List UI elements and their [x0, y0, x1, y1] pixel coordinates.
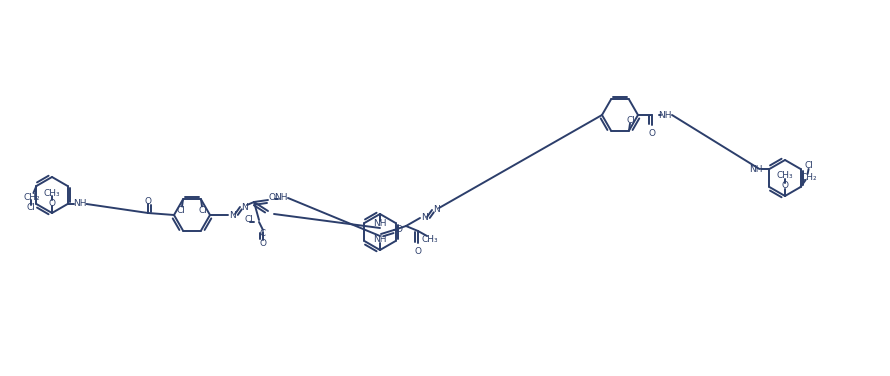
Text: N: N [229, 211, 235, 220]
Text: O: O [781, 182, 789, 191]
Text: NH: NH [748, 165, 762, 173]
Text: Cl: Cl [27, 203, 36, 212]
Text: CH₃: CH₃ [44, 188, 61, 197]
Text: O: O [415, 247, 422, 256]
Text: CH₃: CH₃ [422, 235, 438, 244]
Text: N: N [421, 214, 427, 223]
Text: O: O [395, 226, 402, 235]
Text: CH₂: CH₂ [800, 173, 817, 182]
Text: O: O [48, 199, 55, 208]
Text: O: O [144, 197, 151, 206]
Text: O: O [649, 129, 656, 138]
Text: N: N [240, 203, 247, 211]
Text: NH: NH [373, 235, 387, 244]
Text: CH₂: CH₂ [23, 193, 40, 202]
Text: N: N [433, 206, 440, 214]
Text: CH₃: CH₃ [777, 171, 793, 180]
Text: C: C [260, 229, 266, 238]
Text: Cl: Cl [627, 116, 635, 125]
Text: Cl: Cl [245, 215, 254, 224]
Text: O: O [260, 240, 266, 249]
Text: O: O [269, 194, 276, 203]
Text: NH: NH [73, 200, 86, 209]
Text: NH: NH [274, 194, 287, 203]
Text: Cl: Cl [805, 162, 813, 170]
Text: Cl: Cl [198, 206, 207, 215]
Text: Cl: Cl [176, 206, 185, 215]
Text: NH: NH [373, 220, 387, 229]
Text: NH: NH [659, 111, 672, 120]
